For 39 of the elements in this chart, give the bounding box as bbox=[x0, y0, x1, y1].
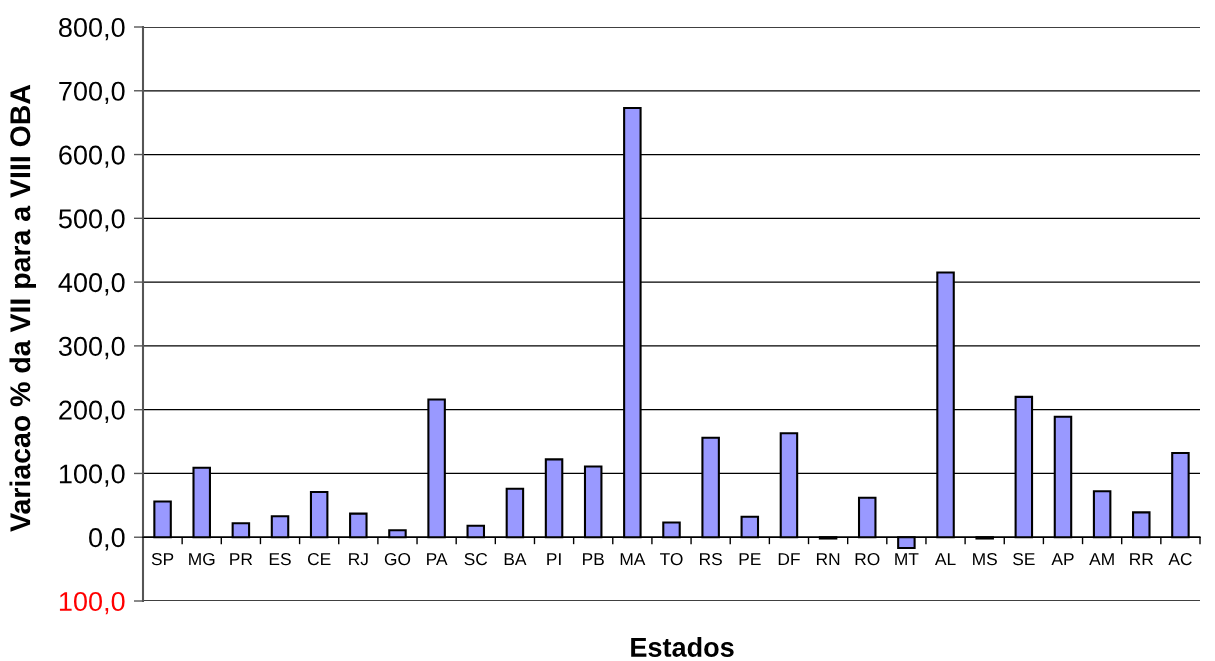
x-tick-label: AC bbox=[1168, 552, 1192, 566]
x-tick-label: MT bbox=[895, 553, 919, 566]
y-tick-label: 100,0 bbox=[59, 464, 125, 487]
y-tick-label: 400,0 bbox=[58, 273, 125, 296]
x-tick-label: PR bbox=[230, 553, 253, 566]
x-tick-label: AP bbox=[1051, 553, 1074, 566]
x-tick-label: SE bbox=[1013, 552, 1035, 566]
x-tick-label: SC bbox=[464, 552, 488, 566]
x-tick-label: AL bbox=[934, 553, 956, 566]
x-tick-label: PI bbox=[547, 553, 561, 566]
y-tick-label: 100,0 bbox=[59, 591, 125, 615]
x-tick-label: BA bbox=[504, 553, 527, 566]
y-tick-label: 500,0 bbox=[58, 209, 125, 232]
x-tick-label: TO bbox=[659, 552, 683, 566]
x-tick-label: MG bbox=[189, 552, 215, 566]
y-tick-label: 0,0 bbox=[89, 528, 125, 551]
x-tick-label: SP bbox=[151, 552, 174, 566]
y-tick-label: 700,0 bbox=[59, 81, 125, 105]
x-tick-label: ES bbox=[269, 552, 291, 566]
x-tick-label: PA bbox=[427, 553, 448, 566]
x-tick-label: CE bbox=[307, 552, 331, 566]
y-tick-label: 200,0 bbox=[59, 400, 125, 423]
x-tick-label: RN bbox=[816, 553, 840, 566]
x-tick-label: RR bbox=[1130, 553, 1154, 566]
x-tick-label: PE bbox=[739, 553, 761, 566]
y-axis-title: Variacao % da VII para a VIII OBA bbox=[9, 84, 36, 532]
y-tick-label: 300,0 bbox=[58, 336, 125, 360]
x-tick-label: DF bbox=[778, 553, 800, 566]
x-tick-label: RJ bbox=[349, 553, 368, 566]
y-tick-label: 600,0 bbox=[59, 145, 125, 168]
x-axis-title: Estados bbox=[631, 637, 734, 657]
x-tick-label: PB bbox=[583, 553, 604, 566]
y-tick-label: 800,0 bbox=[59, 17, 125, 41]
x-tick-label: RO bbox=[855, 552, 880, 566]
x-tick-label: RS bbox=[700, 552, 722, 566]
x-tick-label: GO bbox=[384, 552, 411, 566]
x-tick-label: MS bbox=[973, 552, 997, 566]
x-tick-label: AM bbox=[1089, 553, 1114, 566]
x-tick-label: MA bbox=[620, 553, 646, 566]
